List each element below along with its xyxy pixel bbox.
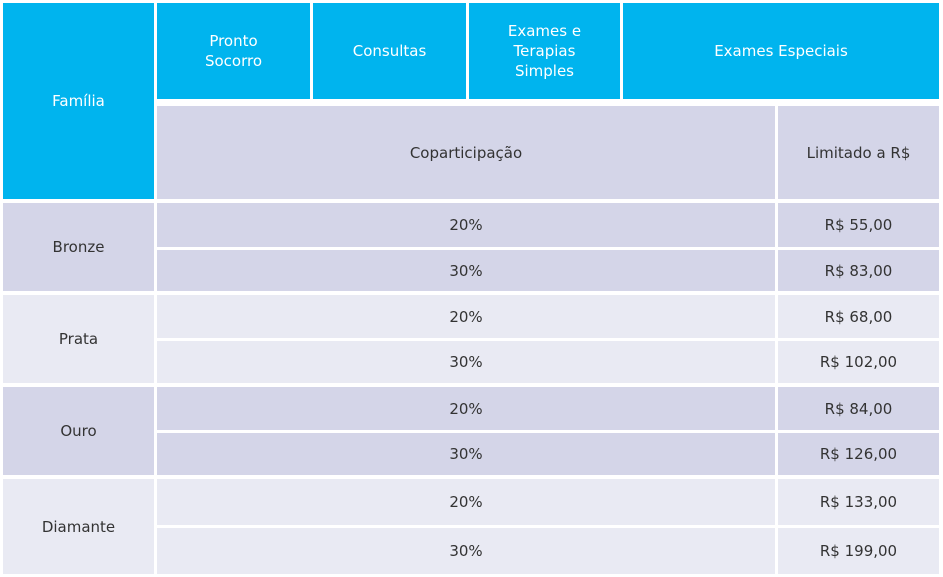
pct-cell: 20% (157, 295, 775, 338)
pct-cell: 20% (157, 479, 775, 525)
header-consultas-label: Consultas (352, 42, 427, 60)
limit-cell: R$ 102,00 (778, 341, 939, 383)
limit-value: R$ 68,00 (824, 307, 893, 326)
header-pronto-socorro-line2: Socorro (204, 52, 263, 70)
family-name: Bronze (52, 238, 105, 256)
family-bronze: Bronze (3, 203, 154, 291)
pct-value: 20% (449, 493, 483, 511)
family-diamante: Diamante (3, 479, 154, 574)
header-familia-label: Família (52, 92, 105, 110)
subheader-coparticipacao: Coparticipação (157, 106, 775, 199)
pct-cell: 20% (157, 203, 775, 247)
pct-value: 30% (449, 261, 483, 280)
subheader-limitado: Limitado a R$ (778, 106, 939, 199)
pct-value: 20% (449, 399, 483, 418)
pct-cell: 20% (157, 387, 775, 430)
family-prata: Prata (3, 295, 154, 383)
limit-cell: R$ 126,00 (778, 433, 939, 475)
header-exames-terapias-line2: Terapias (513, 42, 576, 60)
limit-value: R$ 83,00 (824, 261, 893, 280)
header-exames-terapias-line1: Exames e (507, 22, 582, 40)
limit-value: R$ 55,00 (824, 216, 893, 234)
limit-value: R$ 102,00 (819, 353, 898, 371)
header-familia: Família (3, 3, 154, 199)
limit-value: R$ 199,00 (819, 542, 898, 560)
pct-value: 20% (449, 307, 483, 326)
family-name: Ouro (60, 422, 97, 440)
header-exames-especiais: Exames Especiais (623, 3, 939, 99)
pct-value: 20% (449, 216, 483, 234)
limit-cell: R$ 68,00 (778, 295, 939, 338)
subheader-coparticipacao-label: Coparticipação (409, 143, 523, 162)
limit-cell: R$ 83,00 (778, 250, 939, 291)
limit-value: R$ 133,00 (819, 493, 898, 511)
limit-cell: R$ 55,00 (778, 203, 939, 247)
subheader-limitado-label: Limitado a R$ (806, 143, 911, 162)
pct-cell: 30% (157, 528, 775, 574)
pct-cell: 30% (157, 341, 775, 383)
header-pronto-socorro: Pronto Socorro (157, 3, 310, 99)
pct-value: 30% (449, 445, 483, 463)
limit-value: R$ 84,00 (824, 399, 893, 418)
header-exames-terapias: Exames e Terapias Simples (469, 3, 620, 99)
limit-value: R$ 126,00 (819, 445, 898, 463)
family-ouro: Ouro (3, 387, 154, 475)
limit-cell: R$ 199,00 (778, 528, 939, 574)
pct-value: 30% (449, 542, 483, 560)
header-exames-terapias-line3: Simples (514, 62, 575, 80)
pct-value: 30% (449, 353, 483, 371)
pct-cell: 30% (157, 433, 775, 475)
limit-cell: R$ 133,00 (778, 479, 939, 525)
pct-cell: 30% (157, 250, 775, 291)
header-pronto-socorro-line1: Pronto (209, 32, 258, 50)
header-exames-especiais-label: Exames Especiais (714, 42, 848, 60)
family-name: Prata (58, 330, 99, 348)
header-consultas: Consultas (313, 3, 466, 99)
limit-cell: R$ 84,00 (778, 387, 939, 430)
family-name: Diamante (41, 517, 116, 536)
